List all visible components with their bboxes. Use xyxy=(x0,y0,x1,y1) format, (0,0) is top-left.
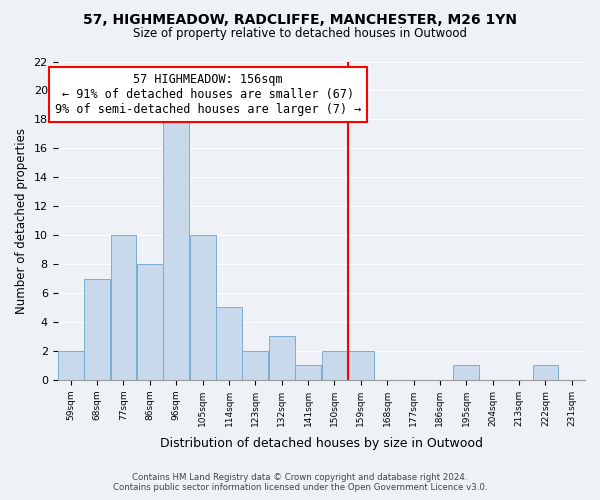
Bar xyxy=(137,264,163,380)
Bar xyxy=(216,308,242,380)
Y-axis label: Number of detached properties: Number of detached properties xyxy=(15,128,28,314)
Bar xyxy=(190,235,215,380)
Text: Contains HM Land Registry data © Crown copyright and database right 2024.
Contai: Contains HM Land Registry data © Crown c… xyxy=(113,473,487,492)
Bar xyxy=(269,336,295,380)
Bar xyxy=(348,351,374,380)
Bar xyxy=(110,235,136,380)
Text: Size of property relative to detached houses in Outwood: Size of property relative to detached ho… xyxy=(133,28,467,40)
Bar xyxy=(58,351,83,380)
Bar xyxy=(84,278,110,380)
Bar xyxy=(163,120,189,380)
Text: 57 HIGHMEADOW: 156sqm
← 91% of detached houses are smaller (67)
9% of semi-detac: 57 HIGHMEADOW: 156sqm ← 91% of detached … xyxy=(55,73,361,116)
Bar xyxy=(533,366,559,380)
X-axis label: Distribution of detached houses by size in Outwood: Distribution of detached houses by size … xyxy=(160,437,483,450)
Bar xyxy=(454,366,479,380)
Bar xyxy=(322,351,347,380)
Bar xyxy=(242,351,268,380)
Bar xyxy=(295,366,321,380)
Text: 57, HIGHMEADOW, RADCLIFFE, MANCHESTER, M26 1YN: 57, HIGHMEADOW, RADCLIFFE, MANCHESTER, M… xyxy=(83,12,517,26)
